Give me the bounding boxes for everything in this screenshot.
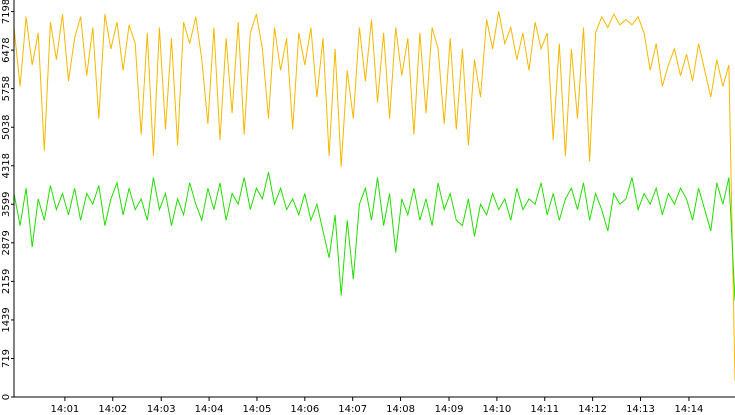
x-tick-label: 14:13 <box>626 404 655 415</box>
y-tick-label: 2159 <box>1 269 12 294</box>
y-tick-label: 2879 <box>1 230 12 255</box>
y-tick-label: 1439 <box>1 307 12 332</box>
y-tick-label: 3599 <box>1 192 12 217</box>
x-tick-label: 14:04 <box>195 404 224 415</box>
x-tick-label: 14:06 <box>290 404 319 415</box>
y-tick-label: 5038 <box>1 115 12 140</box>
x-tick-label: 14:08 <box>386 404 415 415</box>
y-tick-label: 7198 <box>1 0 12 24</box>
x-tick-label: 14:11 <box>530 404 559 415</box>
y-tick-label: 4318 <box>1 153 12 178</box>
x-tick-label: 14:09 <box>435 404 464 415</box>
series-line <box>13 171 735 301</box>
y-tick-label: 6478 <box>1 37 12 62</box>
y-tick-label: 719 <box>1 349 12 368</box>
x-tick-label: 14:07 <box>338 404 367 415</box>
x-tick-label: 14:02 <box>98 404 127 415</box>
x-tick-label: 14:05 <box>243 404 272 415</box>
x-tick-label: 14:12 <box>578 404 607 415</box>
x-tick-label: 14:01 <box>50 404 79 415</box>
y-tick-label: 0 <box>1 394 12 400</box>
series-line <box>13 11 735 381</box>
x-tick-label: 14:14 <box>675 404 704 415</box>
x-tick-label: 14:10 <box>482 404 511 415</box>
x-tick-label: 14:03 <box>147 404 176 415</box>
y-tick-label: 5758 <box>1 76 12 101</box>
